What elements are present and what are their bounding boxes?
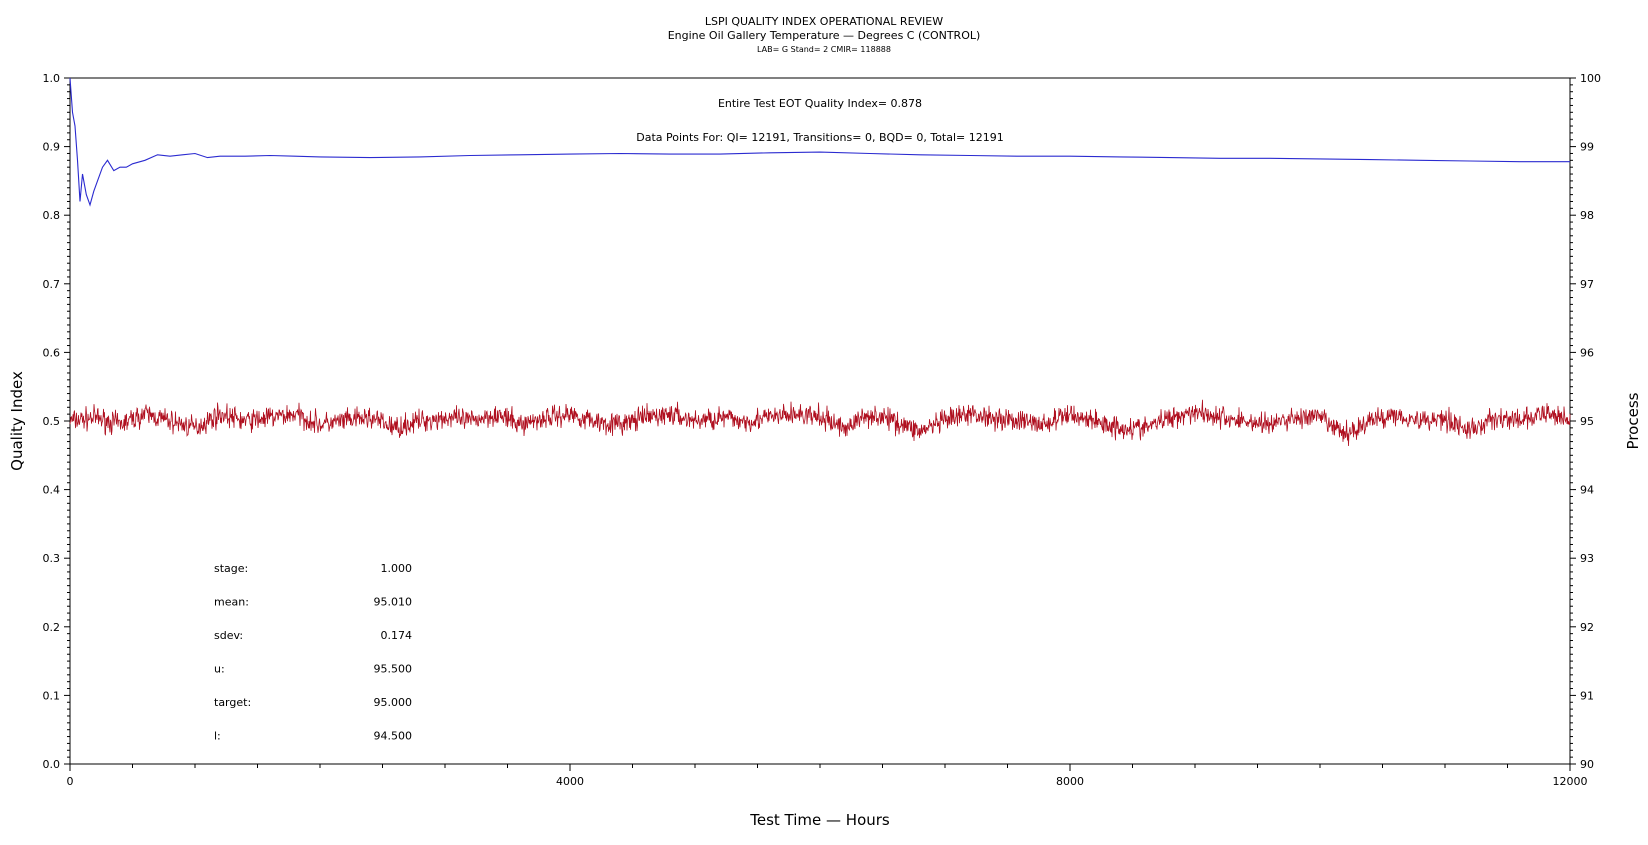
stats-block: stage: 1.000 mean: 95.010 sdev: 0.174 u: 95.500… — [214, 562, 412, 743]
y-axis-label: Quality Index — [8, 371, 26, 471]
x-tick-label: 4000 — [556, 775, 584, 788]
y-tick-label: 0.2 — [43, 621, 61, 634]
x-axis-label: Test Time — Hours — [749, 811, 890, 829]
y2-tick-label: 100 — [1580, 72, 1601, 85]
stat-value: 1.000 — [381, 562, 413, 575]
stat-value: 94.500 — [374, 730, 413, 743]
stat-label: mean: — [214, 596, 249, 609]
chart-subtitle: Engine Oil Gallery Temperature — Degrees… — [668, 29, 981, 42]
axis-ticks: 0.0 0.1 0.2 0.3 0.4 0.5 0.6 0.7 0.8 0.9 1.0 90 91 92 9… — [43, 72, 1602, 788]
x-tick-label: 8000 — [1056, 775, 1084, 788]
y-tick-label: 0.5 — [43, 415, 61, 428]
y2-tick-label: 97 — [1580, 278, 1594, 291]
y-tick-label: 0.0 — [43, 758, 61, 771]
y2-tick-label: 98 — [1580, 209, 1594, 222]
stat-label: stage: — [214, 562, 248, 575]
x-tick-label: 0 — [67, 775, 74, 788]
stat-value: 95.000 — [374, 696, 413, 709]
y-tick-label: 1.0 — [43, 72, 61, 85]
x-tick-label: 12000 — [1553, 775, 1588, 788]
y2-tick-label: 90 — [1580, 758, 1594, 771]
y-tick-label: 0.9 — [43, 141, 61, 154]
y2-tick-label: 91 — [1580, 689, 1594, 702]
y2-tick-label: 95 — [1580, 415, 1594, 428]
annotation-quality-index: Entire Test EOT Quality Index= 0.878 — [718, 97, 922, 110]
quality-index-series-line — [69, 77, 1570, 207]
y2-tick-label: 96 — [1580, 346, 1594, 359]
y-tick-label: 0.8 — [43, 209, 61, 222]
stat-label: u: — [214, 663, 225, 676]
y-tick-label: 0.4 — [43, 484, 61, 497]
chart-title: LSPI QUALITY INDEX OPERATIONAL REVIEW — [705, 15, 943, 28]
stat-label: l: — [214, 730, 221, 743]
y-tick-label: 0.6 — [43, 346, 61, 359]
annotation-data-points: Data Points For: QI= 12191, Transitions=… — [636, 131, 1004, 144]
y2-axis-label: Process — [1624, 392, 1642, 449]
y2-tick-label: 94 — [1580, 484, 1594, 497]
y-tick-label: 0.1 — [43, 689, 61, 702]
process-series-line — [69, 399, 1571, 447]
y-tick-label: 0.3 — [43, 552, 61, 565]
y-tick-label: 0.7 — [43, 278, 61, 291]
stat-label: sdev: — [214, 629, 243, 642]
stat-value: 95.010 — [374, 596, 413, 609]
stat-value: 0.174 — [381, 629, 413, 642]
y2-tick-label: 99 — [1580, 141, 1594, 154]
series-layer — [69, 77, 1571, 447]
y2-tick-label: 93 — [1580, 552, 1594, 565]
chart-subtitle-lab: LAB= G Stand= 2 CMIR= 118888 — [757, 45, 891, 54]
stat-label: target: — [214, 696, 251, 709]
stat-value: 95.500 — [374, 663, 413, 676]
y2-tick-label: 92 — [1580, 621, 1594, 634]
